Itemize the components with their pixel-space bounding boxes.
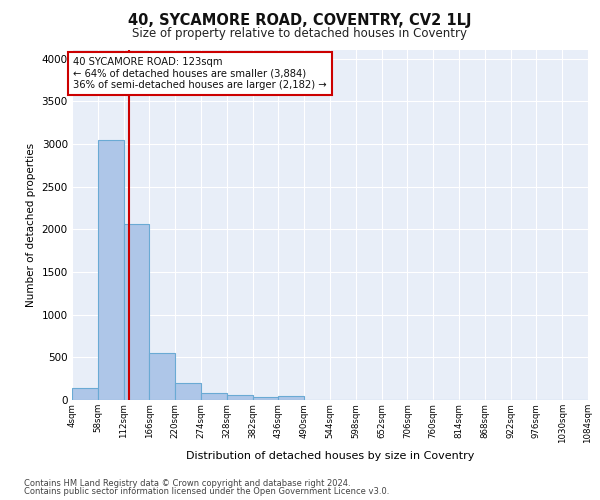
Text: Contains HM Land Registry data © Crown copyright and database right 2024.: Contains HM Land Registry data © Crown c… <box>24 478 350 488</box>
Bar <box>98 140 124 400</box>
X-axis label: Distribution of detached houses by size in Coventry: Distribution of detached houses by size … <box>186 452 474 462</box>
Bar <box>201 393 227 400</box>
Text: Contains public sector information licensed under the Open Government Licence v3: Contains public sector information licen… <box>24 487 389 496</box>
Bar <box>253 397 278 400</box>
Bar <box>175 383 201 400</box>
Bar <box>124 224 149 400</box>
Text: Size of property relative to detached houses in Coventry: Size of property relative to detached ho… <box>133 28 467 40</box>
Y-axis label: Number of detached properties: Number of detached properties <box>26 143 36 307</box>
Bar <box>149 353 175 400</box>
Text: 40, SYCAMORE ROAD, COVENTRY, CV2 1LJ: 40, SYCAMORE ROAD, COVENTRY, CV2 1LJ <box>128 12 472 28</box>
Text: 40 SYCAMORE ROAD: 123sqm
← 64% of detached houses are smaller (3,884)
36% of sem: 40 SYCAMORE ROAD: 123sqm ← 64% of detach… <box>73 57 326 90</box>
Bar <box>227 396 253 400</box>
Bar <box>278 396 304 400</box>
Bar <box>72 388 98 400</box>
